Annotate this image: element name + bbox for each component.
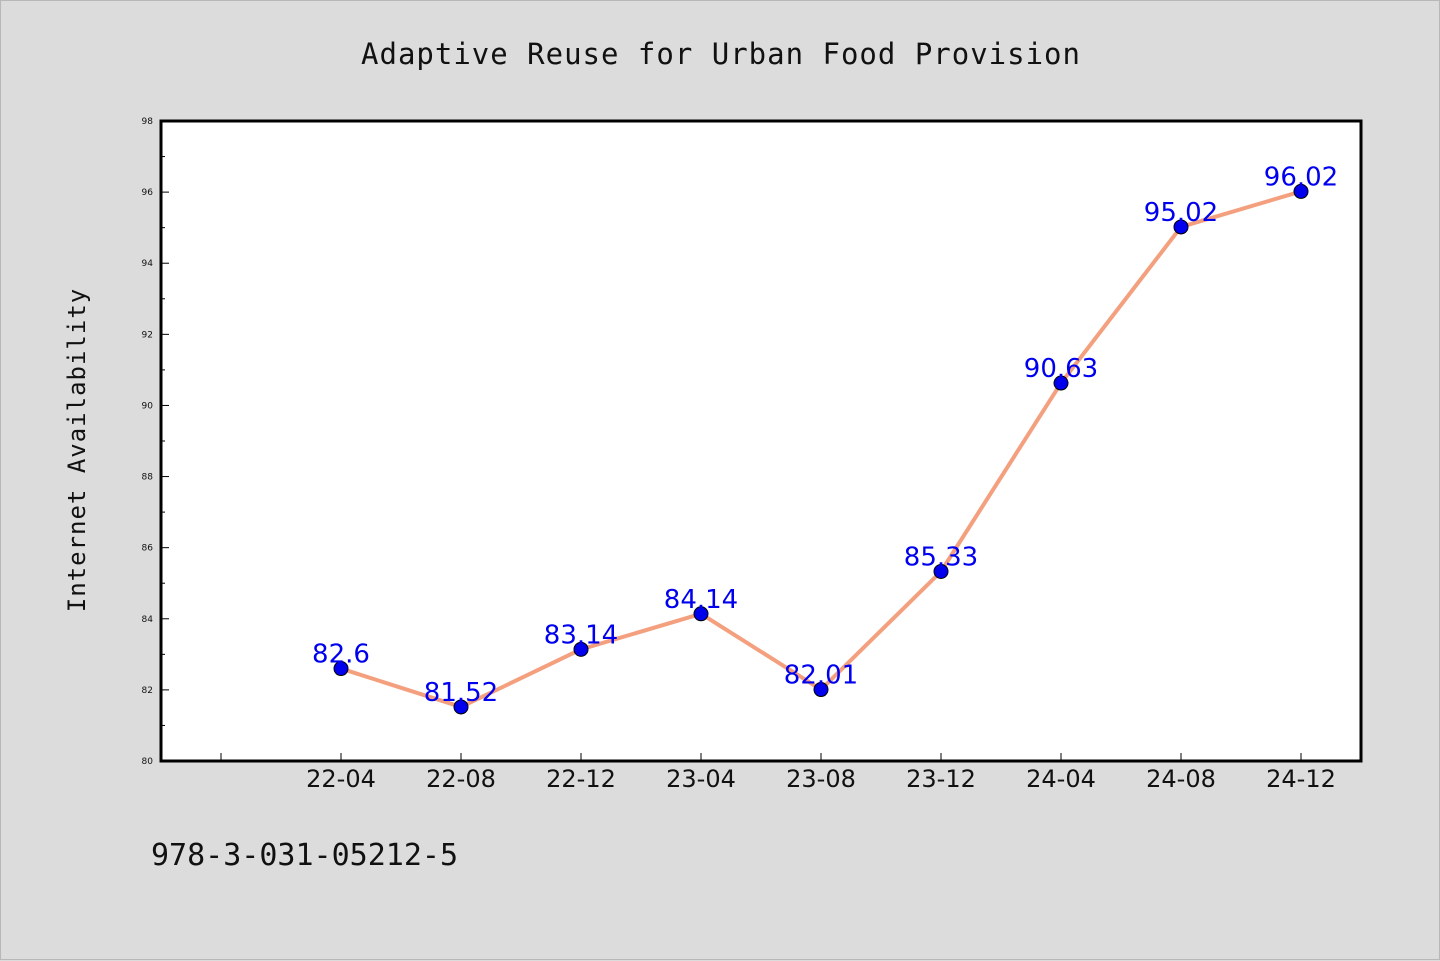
- data-point: [1293, 183, 1309, 199]
- x-tick-label: 24-08: [1146, 765, 1216, 793]
- plot-area: [161, 121, 1361, 761]
- data-point: [813, 682, 829, 698]
- y-tick-label: 86: [142, 544, 154, 554]
- y-tick-label: 88: [142, 473, 154, 483]
- data-point: [453, 699, 469, 715]
- x-tick-label: 24-12: [1266, 765, 1336, 793]
- x-tick-label: 22-04: [306, 765, 376, 793]
- x-tick-label: 24-04: [1026, 765, 1096, 793]
- chart-title: Adaptive Reuse for Urban Food Provision: [361, 37, 1081, 71]
- x-tick-label: 23-08: [786, 765, 856, 793]
- data-label: 82.6: [312, 640, 370, 670]
- data-point: [693, 606, 709, 622]
- data-label: 81.52: [424, 678, 498, 708]
- y-axis-label: Internet Availability: [63, 288, 91, 612]
- y-tick-label: 96: [142, 188, 154, 198]
- x-tick-label: 23-12: [906, 765, 976, 793]
- data-point: [333, 661, 349, 677]
- x-tick-label: 22-12: [546, 765, 616, 793]
- y-tick-label: 80: [142, 757, 154, 767]
- data-label: 85.33: [904, 542, 978, 572]
- x-tick-label: 23-04: [666, 765, 736, 793]
- y-tick-label: 90: [142, 401, 154, 411]
- y-tick-label: 94: [142, 259, 154, 269]
- data-label: 83.14: [544, 620, 618, 650]
- data-point: [1053, 375, 1069, 391]
- data-label: 82.01: [784, 661, 858, 691]
- plot-frame: [159, 119, 1363, 763]
- data-point: [573, 641, 589, 657]
- data-label: 90.63: [1024, 354, 1098, 384]
- data-point: [1173, 219, 1189, 235]
- data-label: 95.02: [1144, 198, 1218, 228]
- isbn-text: 978-3-031-05212-5: [151, 838, 458, 873]
- y-tick-label: 98: [142, 117, 154, 127]
- data-label: 96.02: [1264, 162, 1338, 192]
- y-tick-label: 92: [142, 330, 153, 340]
- data-label: 84.14: [664, 585, 738, 615]
- x-tick-label: 22-08: [426, 765, 496, 793]
- data-point: [933, 563, 949, 579]
- x-axis: 22-04 22-08 22-12 23-04 23-08 23-12 24-04 24-08…: [220, 753, 1336, 793]
- series-layer: 82.6 81.52 83.14 84.14 82.01 85.33 90.63 95.02 9…: [312, 162, 1338, 715]
- y-tick-label: 84: [142, 615, 154, 625]
- y-tick-label: 82: [142, 686, 153, 696]
